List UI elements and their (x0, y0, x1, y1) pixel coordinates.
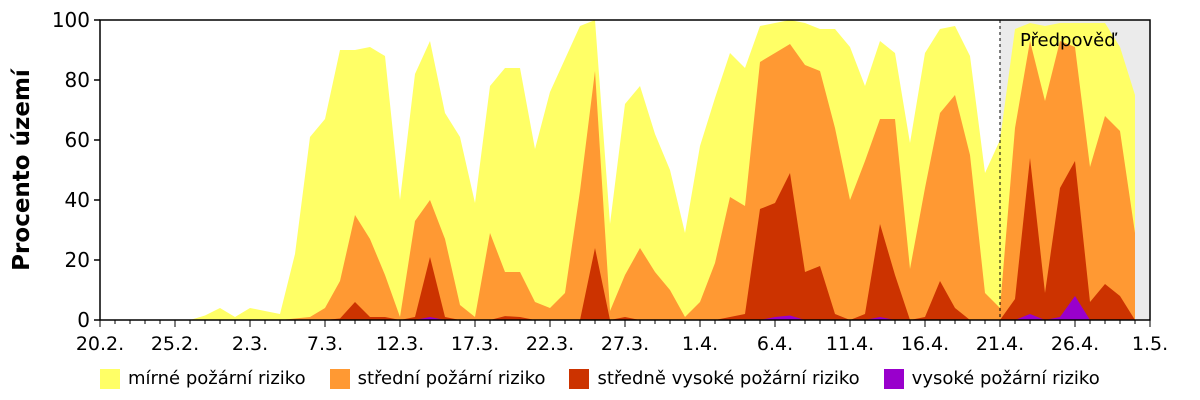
stacked-areas (100, 20, 1135, 320)
x-tick-label: 26.4. (1051, 333, 1099, 355)
y-axis-title: Procento území (4, 20, 40, 320)
x-tick-label: 12.3. (376, 333, 424, 355)
y-tick-label: 40 (65, 188, 90, 212)
x-tick-label: 21.4. (976, 333, 1024, 355)
y-tick-label: 80 (65, 68, 90, 92)
x-tick-label: 11.4. (826, 333, 874, 355)
legend-swatch-mild (100, 368, 120, 389)
x-tick-label: 1.4. (682, 333, 718, 355)
legend-swatch-medium-high (569, 368, 590, 389)
legend-item-high: vysoké požární riziko (883, 368, 1100, 389)
y-tick-label: 20 (65, 248, 90, 272)
legend-item-mild: mírné požární riziko (100, 368, 306, 389)
y-tick-label: 60 (65, 128, 90, 152)
x-tick-label: 6.4. (757, 333, 793, 355)
x-tick-label: 7.3. (307, 333, 343, 355)
x-tick-label: 27.3. (601, 333, 649, 355)
y-axis-ticks: 0 20 40 60 80 100 (52, 8, 100, 332)
legend-label-high: vysoké požární riziko (911, 368, 1100, 389)
legend-item-medium-high: středně vysoké požární riziko (569, 368, 860, 389)
y-tick-label: 0 (77, 308, 90, 332)
x-tick-label: 2.3. (232, 333, 268, 355)
y-tick-label: 100 (52, 8, 90, 32)
x-tick-label: 25.2. (151, 333, 199, 355)
x-axis-ticks: 20.2. 25.2. 2.3. 7.3. 12.3. 17.3. 22.3. 27.3. 1.… (76, 320, 1168, 355)
forecast-label: Předpověď (1020, 30, 1116, 51)
legend-label-medium-high: středně vysoké požární riziko (597, 368, 860, 389)
legend-swatch-high (883, 368, 904, 389)
x-tick-label: 17.3. (451, 333, 499, 355)
x-tick-label: 16.4. (901, 333, 949, 355)
area-series (100, 158, 1135, 320)
x-tick-label: 22.3. (526, 333, 574, 355)
legend: mírné požární riziko střední požární riz… (100, 368, 1124, 389)
legend-item-medium: střední požární riziko (329, 368, 546, 389)
y-axis-title-text: Procento území (9, 69, 35, 271)
legend-swatch-medium (329, 368, 350, 389)
legend-label-medium: střední požární riziko (357, 368, 546, 389)
legend-label-mild: mírné požární riziko (128, 368, 306, 389)
area-series (100, 296, 1135, 320)
x-tick-label: 20.2. (76, 333, 124, 355)
x-tick-label: 1.5. (1132, 333, 1168, 355)
